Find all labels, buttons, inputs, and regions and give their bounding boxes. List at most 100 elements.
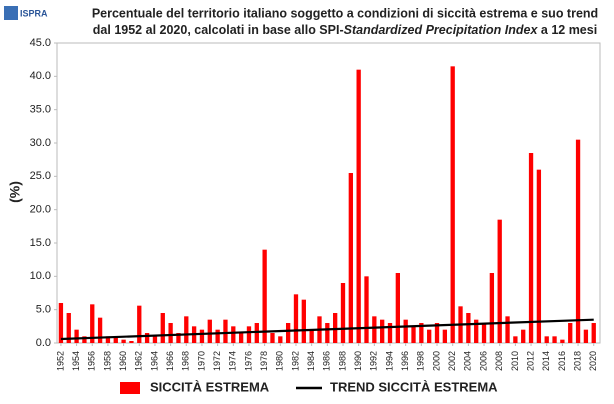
subtitle-part: dal 1952 al 2020, calcolati in base allo…: [93, 23, 344, 37]
bar: [340, 283, 346, 343]
bar: [560, 339, 565, 343]
bar: [144, 333, 150, 343]
bar: [113, 337, 118, 343]
bar: [575, 139, 581, 343]
subtitle-part: a 12 mesi: [537, 23, 597, 37]
bar: [497, 219, 502, 343]
x-tick-label: 1978: [259, 351, 269, 371]
x-tick-label: 1968: [181, 351, 191, 371]
bar: [74, 329, 79, 343]
subtitle-part: Standardized Precipitation Index: [344, 23, 539, 37]
bar: [246, 326, 252, 343]
bar: [568, 323, 573, 343]
bar: [544, 336, 549, 343]
bar: [442, 329, 448, 343]
bar: [231, 326, 236, 343]
x-tick-label: 2006: [478, 351, 488, 371]
x-tick-label: 1998: [416, 351, 426, 371]
bar: [583, 329, 589, 343]
bar: [254, 323, 259, 343]
bar: [434, 323, 440, 343]
y-tick-label: 0.0: [36, 337, 51, 349]
x-tick-label: 2002: [447, 351, 457, 371]
bar: [427, 329, 432, 343]
chart-subtitle: dal 1952 al 2020, calcolati in base allo…: [93, 23, 597, 37]
bar: [168, 323, 173, 343]
bar: [238, 333, 244, 343]
bar: [207, 319, 212, 343]
y-tick-label: 20.0: [30, 204, 51, 216]
logo-mark: [4, 6, 18, 20]
bar: [223, 319, 228, 343]
x-tick-label: 2010: [510, 351, 520, 371]
y-tick-label: 15.0: [30, 237, 51, 249]
bar: [137, 305, 142, 343]
bar: [199, 329, 205, 343]
bar: [489, 273, 495, 343]
bar: [66, 313, 71, 343]
y-tick-label: 25.0: [30, 170, 51, 182]
bar: [278, 336, 283, 343]
x-tick-label: 1992: [369, 351, 379, 371]
bar: [591, 323, 596, 343]
x-tick-label: 1960: [118, 351, 128, 371]
legend-label: TREND SICCITÀ ESTREMA: [330, 379, 498, 394]
bar: [380, 319, 385, 343]
x-tick-label: 1994: [384, 351, 394, 371]
x-tick-label: 1976: [243, 351, 253, 371]
bar: [285, 323, 291, 343]
y-tick-label: 40.0: [30, 70, 51, 82]
y-tick-label: 5.0: [36, 304, 51, 316]
bar: [419, 323, 424, 343]
bar: [536, 169, 542, 343]
bar: [82, 336, 87, 343]
bar: [152, 336, 158, 343]
plot-area: [56, 42, 601, 344]
bar: [364, 276, 369, 343]
bar: [528, 153, 534, 343]
bar: [121, 339, 126, 343]
x-tick-label: 2000: [431, 351, 441, 371]
x-tick-label: 1982: [290, 351, 300, 371]
bar: [348, 173, 353, 343]
x-tick-label: 1964: [149, 351, 159, 371]
y-tick-label: 10.0: [30, 270, 51, 282]
y-tick-label: 45.0: [30, 37, 51, 49]
bar: [301, 299, 306, 343]
x-tick-label: 1966: [165, 351, 175, 371]
logo: ISPRA: [20, 8, 48, 18]
x-tick-label: 1974: [228, 351, 238, 371]
bar: [105, 336, 111, 343]
x-tick-label: 2004: [463, 351, 473, 371]
x-tick-label: 1980: [275, 351, 285, 371]
x-tick-label: 1958: [102, 351, 112, 371]
bar: [521, 329, 526, 343]
x-tick-label: 2018: [572, 351, 582, 371]
bar: [129, 341, 134, 343]
bar: [90, 304, 95, 343]
x-tick-label: 1988: [337, 351, 347, 371]
x-tick-label: 1956: [87, 351, 97, 371]
bar: [552, 336, 557, 343]
bar: [160, 313, 165, 343]
x-tick-label: 1986: [322, 351, 332, 371]
trend-line: [60, 318, 594, 341]
x-tick-label: 1970: [196, 351, 206, 371]
bar: [403, 319, 408, 343]
bar: [176, 333, 181, 343]
x-tick-label: 2014: [541, 351, 551, 371]
bar: [411, 326, 416, 343]
bar: [262, 249, 267, 343]
x-tick-label: 2016: [557, 351, 567, 371]
bar: [481, 323, 487, 343]
legend-label: SICCITÀ ESTREMA: [150, 379, 270, 394]
bar: [293, 294, 299, 343]
bar: [356, 69, 361, 344]
x-tick-label: 2020: [588, 351, 598, 371]
bar: [309, 329, 314, 343]
y-tick-label: 30.0: [30, 137, 51, 149]
bar: [474, 319, 479, 343]
bar: [387, 323, 393, 343]
x-tick-label: 1990: [353, 351, 363, 371]
